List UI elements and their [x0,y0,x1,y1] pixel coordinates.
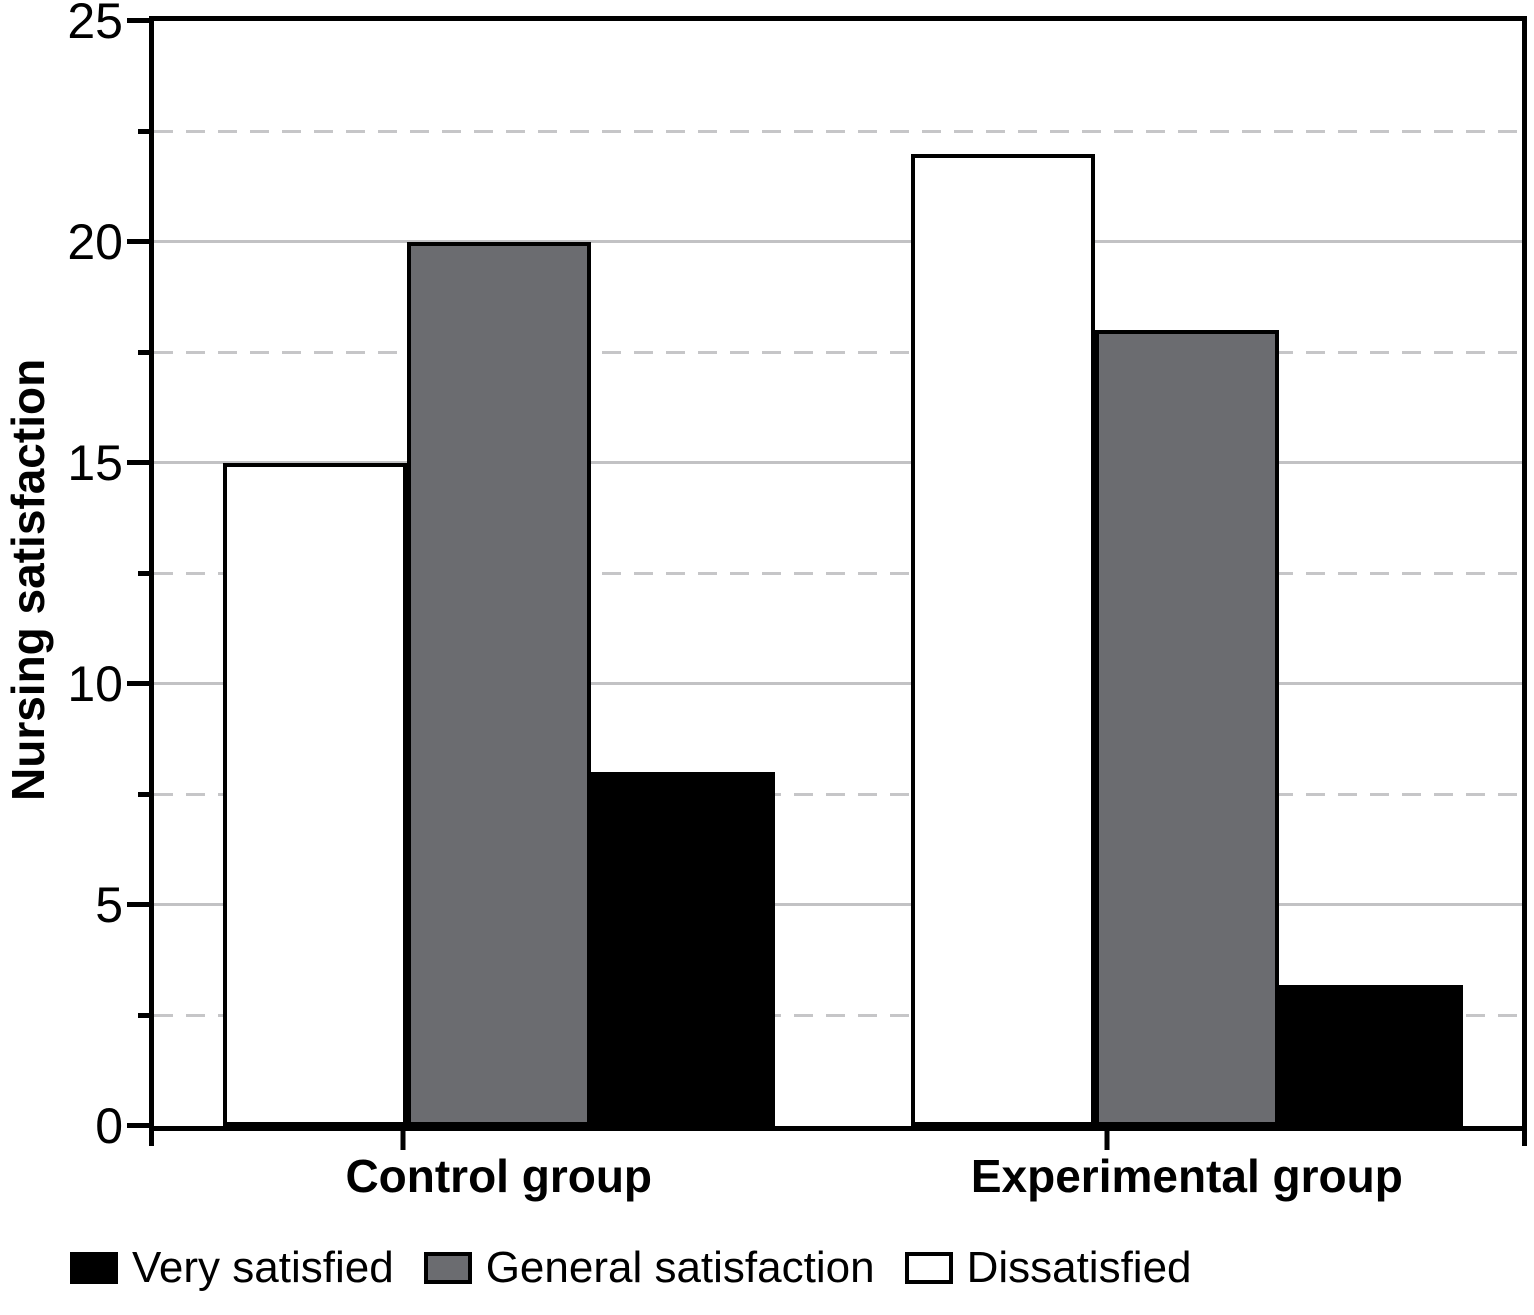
legend: Very satisfied General satisfaction Diss… [70,1243,1192,1293]
category-label-experimental-group: Experimental group [970,1150,1403,1202]
bar-experimental-group-very-satisfied [1278,984,1463,1126]
gridline-minor-12.5 [154,571,1522,575]
y-axis-major-tick-10 [127,681,150,686]
gridline-major-5 [154,903,1522,906]
y-axis-major-tick-25 [127,18,150,23]
legend-swatch-white-icon [904,1252,953,1284]
y-axis-tick-label-0: 0 [95,1098,123,1154]
legend-label-very-satisfied: Very satisfied [132,1243,394,1292]
y-axis-major-tick-20 [127,239,150,244]
y-axis-minor-tick-12.5 [138,570,150,576]
bar-experimental-group-dissatisfied [910,153,1095,1126]
gridline-minor-17.5 [154,350,1522,354]
y-axis-major-tick-15 [127,460,150,465]
y-axis-tick-label-20: 20 [67,214,123,270]
y-axis-major-tick-0 [127,1123,150,1128]
y-axis-minor-tick-2.5 [138,1012,150,1018]
legend-swatch-black-icon [70,1252,118,1284]
y-axis-tick-label-10: 10 [67,656,123,712]
y-axis-minor-tick-17.5 [138,349,150,355]
bar-control-group-general-satisfaction [407,242,592,1126]
y-axis-tick-label-5: 5 [95,877,123,933]
y-axis-major-tick-5 [127,902,150,907]
legend-swatch-gray-icon [423,1252,472,1284]
bar-experimental-group-general-satisfaction [1094,330,1279,1126]
y-axis-tick-label-15: 15 [67,435,123,491]
y-axis-minor-tick-7.5 [138,791,150,797]
gridline-minor-22.5 [154,129,1522,133]
x-axis-right-end-tick [1522,1126,1527,1146]
y-axis-tick-label-25: 25 [67,0,123,49]
gridline-major-20 [154,240,1522,243]
legend-item-very-satisfied: Very satisfied [70,1243,394,1293]
y-axis-minor-tick-22.5 [138,128,150,134]
legend-item-general-satisfaction: General satisfaction [423,1243,875,1293]
x-axis-tick-control-group [400,1126,406,1150]
plot-area: 0 5 10 15 20 25 [67,0,1527,1152]
legend-label-general-satisfaction: General satisfaction [485,1243,875,1292]
bar-control-group-dissatisfied [223,463,408,1126]
x-axis-left-end-tick [149,1126,154,1146]
legend-item-dissatisfied: Dissatisfied [904,1243,1192,1293]
gridline-minor-7.5 [154,792,1522,796]
category-label-control-group: Control group [345,1150,653,1202]
bar-control-group-very-satisfied [591,772,776,1126]
legend-label-dissatisfied: Dissatisfied [966,1243,1192,1292]
gridline-minor-2.5 [154,1013,1522,1017]
x-axis-tick-experimental-group [1104,1126,1110,1150]
y-axis-title: Nursing satisfaction [2,358,54,802]
x-axis-category-labels: Control group Experimental group [154,1146,1522,1210]
gridline-major-15 [154,461,1522,464]
gridline-major-10 [154,682,1522,685]
